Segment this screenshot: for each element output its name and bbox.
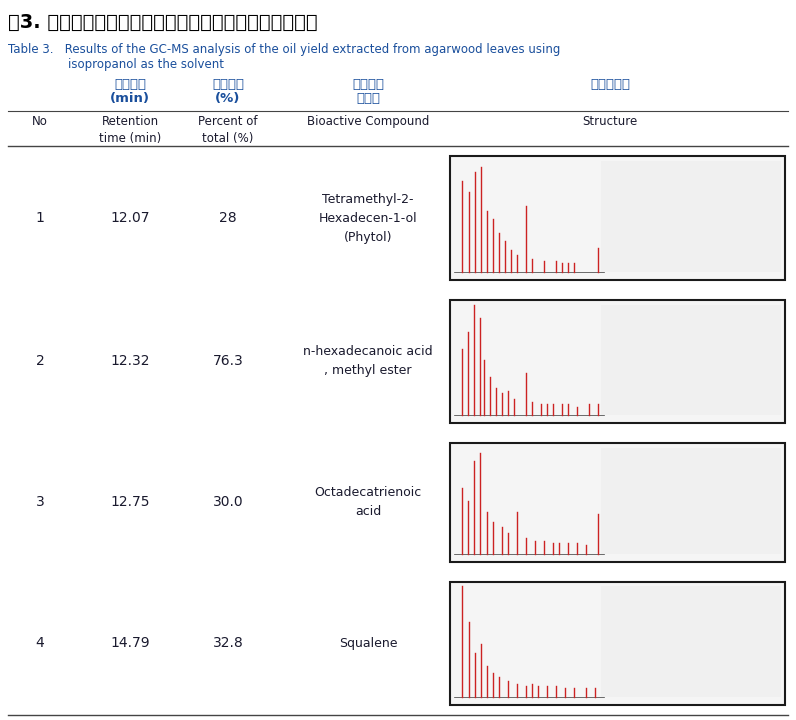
Text: n-hexadecanoic acid
, methyl ester: n-hexadecanoic acid , methyl ester (303, 346, 433, 377)
Text: 2: 2 (36, 354, 45, 369)
Text: 12.75: 12.75 (111, 495, 150, 510)
Text: isopropanol as the solvent: isopropanol as the solvent (68, 58, 224, 71)
Text: 12.32: 12.32 (111, 354, 150, 369)
Text: 化合物: 化合物 (356, 92, 380, 105)
Text: Table 3.   Results of the GC-MS analysis of the oil yield extracted from agarwoo: Table 3. Results of the GC-MS analysis o… (8, 42, 560, 55)
Text: Squalene: Squalene (339, 637, 397, 650)
Text: Retention
time (min): Retention time (min) (99, 114, 161, 145)
Text: No: No (32, 114, 48, 127)
Text: (min): (min) (110, 92, 150, 105)
Text: 30.0: 30.0 (213, 495, 244, 510)
Bar (601, 305, 781, 415)
Bar (450, 443, 785, 562)
Text: Structure: Structure (583, 114, 638, 127)
Text: 28: 28 (219, 211, 237, 225)
Bar (601, 587, 781, 697)
Text: 滯留時間: 滯留時間 (114, 78, 146, 91)
Text: 1: 1 (36, 211, 45, 225)
Bar (450, 156, 785, 280)
Text: 32.8: 32.8 (213, 636, 244, 650)
Bar (601, 161, 781, 272)
Text: Tetramethyl-2-
Hexadecen-1-ol
(Phytol): Tetramethyl-2- Hexadecen-1-ol (Phytol) (318, 192, 417, 243)
Text: 生物活性: 生物活性 (352, 78, 384, 91)
Text: Bioactive Compound: Bioactive Compound (306, 114, 429, 127)
Text: 總百分比: 總百分比 (212, 78, 244, 91)
Bar (601, 448, 781, 554)
Text: 4: 4 (36, 636, 45, 650)
Text: 12.07: 12.07 (111, 211, 150, 225)
Text: 14.79: 14.79 (110, 636, 150, 650)
Text: Octadecatrienoic
acid: Octadecatrienoic acid (314, 487, 422, 518)
Text: 化合物結構: 化合物結構 (590, 78, 630, 91)
Text: 3: 3 (36, 495, 45, 510)
Text: 表3. 沉香葉油使用氣相色譜質譜儀分析生物活性成分結果: 表3. 沉香葉油使用氣相色譜質譜儀分析生物活性成分結果 (8, 13, 318, 32)
Text: (%): (%) (215, 92, 240, 105)
Text: Percent of
total (%): Percent of total (%) (198, 114, 258, 145)
Bar (450, 582, 785, 705)
Text: 76.3: 76.3 (213, 354, 244, 369)
Bar (450, 300, 785, 423)
